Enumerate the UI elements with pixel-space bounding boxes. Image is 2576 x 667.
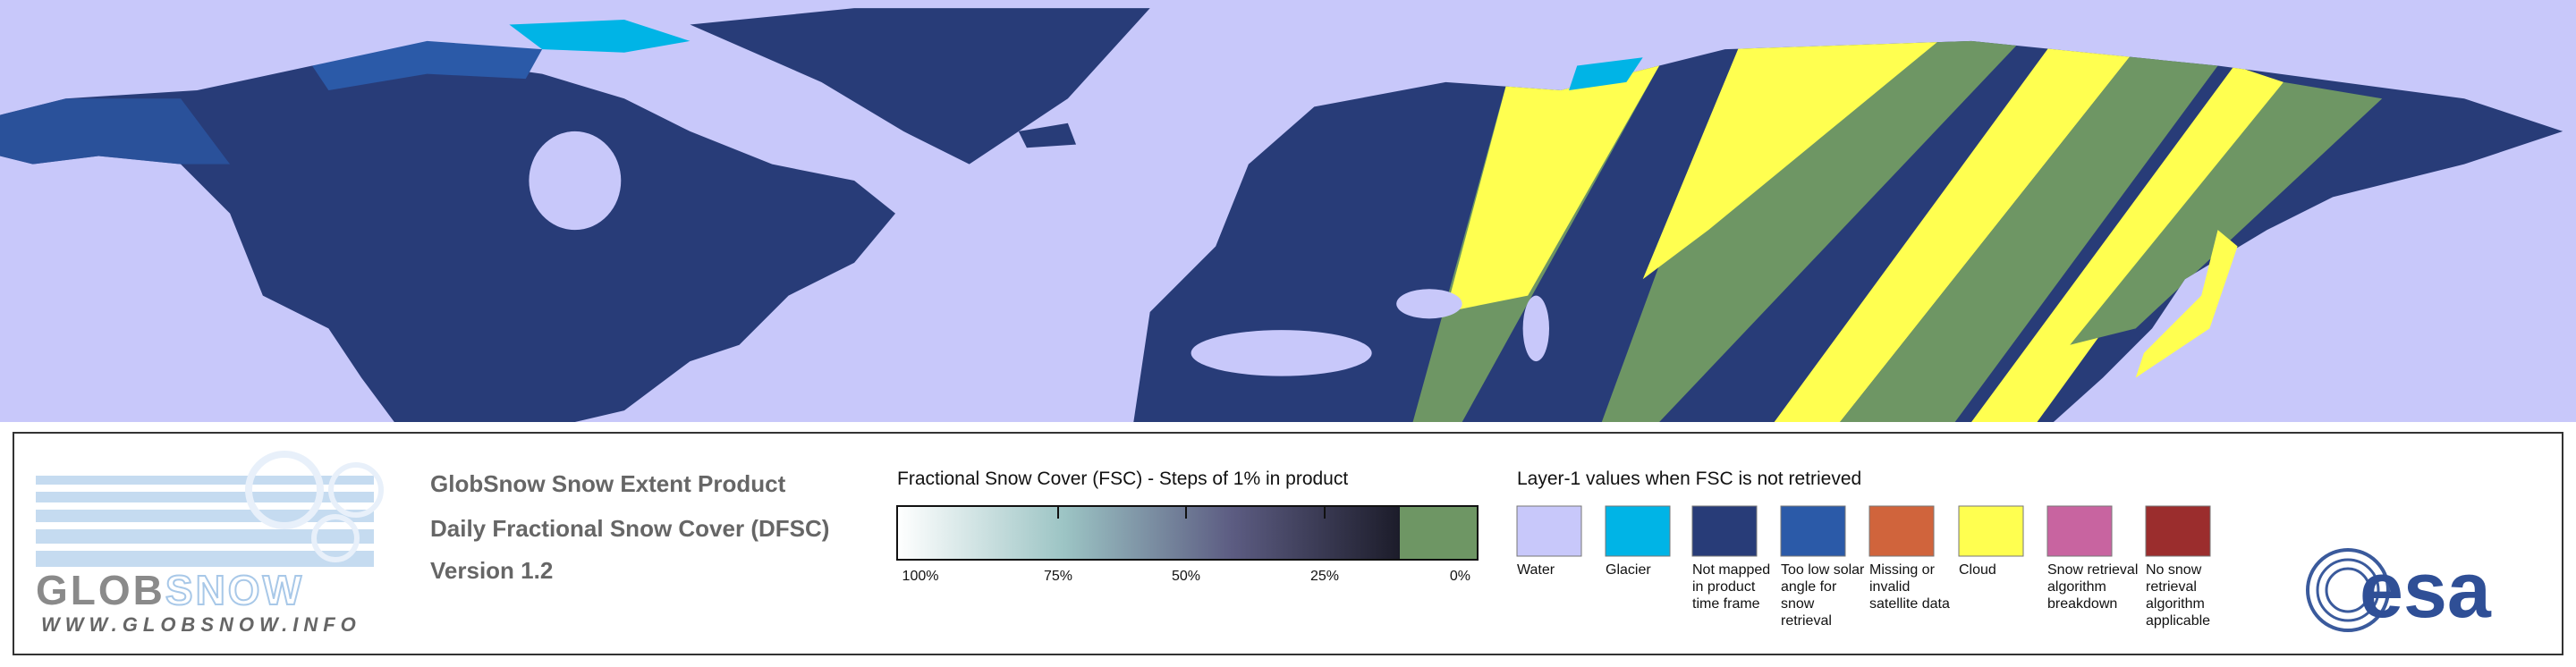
mediterranean	[1191, 330, 1372, 376]
greenland	[690, 8, 1150, 165]
class-swatch	[1691, 505, 1758, 557]
map	[0, 8, 2563, 423]
cls: Too low solar angle for snow retrieval	[1781, 562, 1865, 629]
hudson-bay	[529, 131, 622, 231]
north-america	[0, 57, 896, 423]
class-swatch	[1868, 505, 1935, 557]
title: GlobSnow Snow Extent Product	[430, 470, 786, 497]
logo-stripe	[36, 476, 374, 485]
tick: 75%	[1043, 569, 1073, 584]
esa-logo: esa	[2306, 545, 2492, 634]
japan	[2135, 230, 2238, 378]
esa-ring	[2316, 558, 2380, 622]
black-sea	[1396, 289, 1462, 319]
layer1-title: Layer-1 values when FSC is not retrieved	[1517, 469, 1862, 489]
cls: Missing or invalid satellite data	[1869, 562, 1950, 612]
class-swatch	[2046, 505, 2113, 557]
logo-part: SNOW	[165, 567, 304, 613]
class-swatch	[1958, 505, 2024, 557]
novaya-zemlya	[1569, 57, 1643, 91]
tick: 25%	[1309, 569, 1340, 584]
cls: No snow retrieval algorithm applicable	[2146, 562, 2211, 629]
fsc-gradient	[897, 506, 1400, 560]
logo-stripe	[36, 492, 374, 502]
class-swatch	[1605, 505, 1671, 557]
logo-name: GLOBSNOW	[36, 567, 304, 613]
snowflake	[245, 451, 324, 529]
cls: Glacier	[1606, 562, 1651, 578]
swath	[1971, 65, 2284, 423]
cls: Not mapped in product time frame	[1692, 562, 1771, 612]
iceland	[1018, 122, 1077, 148]
logo-stripe	[36, 551, 374, 567]
swath	[1774, 40, 2136, 423]
esa-ring	[2306, 548, 2390, 632]
logo-part: GLOB	[36, 567, 165, 613]
swaths	[1412, 40, 2383, 423]
tick: 0%	[1449, 569, 1470, 584]
globsnow-logo: GLOBSNOW WWW.GLOBSNOW.INFO	[36, 451, 384, 636]
cls: Water	[1517, 562, 1555, 578]
swath	[2070, 81, 2383, 345]
subtitle: Daily Fractional Snow Cover (DFSC)	[430, 515, 830, 542]
colorbar-frame	[896, 505, 1479, 561]
snowflake	[328, 462, 384, 518]
cls: Cloud	[1959, 562, 1996, 578]
tick: 50%	[1171, 569, 1201, 584]
class-swatch	[2145, 505, 2211, 557]
swath	[1445, 65, 1660, 312]
snowflake	[311, 514, 360, 562]
esa-text: esa	[2360, 545, 2492, 634]
cls: Snow retrieval algorithm breakdown	[2047, 562, 2139, 612]
version: Version 1.2	[430, 557, 554, 584]
class-swatch	[1516, 505, 1582, 557]
swath	[1642, 40, 1939, 280]
logo-url: WWW.GLOBSNOW.INFO	[41, 613, 361, 636]
low-sun-area	[0, 98, 231, 165]
logo-stripe	[36, 510, 374, 522]
esa-ring	[2325, 567, 2371, 613]
fsc-title: Fractional Snow Cover (FSC) - Steps of 1…	[897, 469, 1349, 489]
tick: 100%	[902, 569, 939, 584]
caspian-sea	[1522, 295, 1550, 362]
swath	[1840, 49, 2218, 423]
class-swatch	[1780, 505, 1846, 557]
fsc-zero	[1400, 506, 1478, 560]
glacier-islands	[509, 20, 691, 53]
fsc-colorbar	[896, 505, 1479, 561]
logo-stripe	[36, 529, 374, 544]
